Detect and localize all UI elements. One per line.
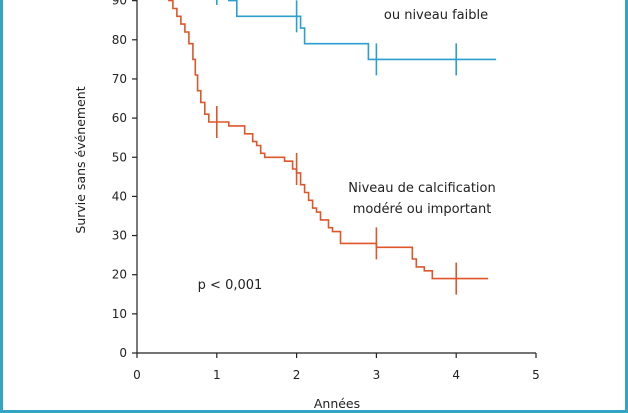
axes <box>136 0 536 354</box>
orange-series-label-line-1: Niveau de calcification <box>348 181 495 196</box>
x-tick-label-0: 0 <box>133 368 141 382</box>
y-tick-label-1: 10 <box>112 307 127 321</box>
y-tick-label-9: 90 <box>112 0 127 8</box>
y-tick-label-4: 40 <box>112 189 127 203</box>
y-axis-title: Survie sans événement <box>73 86 88 233</box>
x-tick-label-2: 2 <box>293 368 301 382</box>
orange-series-label-line-2: modéré ou important <box>353 202 492 217</box>
y-tick-label-6: 60 <box>112 111 127 125</box>
y-tick-label-2: 20 <box>112 268 127 282</box>
y-tick-label-5: 50 <box>112 150 127 164</box>
series-layer <box>168 0 497 295</box>
orange-series-line <box>168 0 489 280</box>
x-tick-label-4: 4 <box>452 368 460 382</box>
y-tick-label-0: 0 <box>119 346 127 360</box>
y-tick-label-3: 30 <box>112 229 127 243</box>
x-axis-title: Années <box>314 396 360 411</box>
blue-series-line <box>228 0 497 61</box>
x-tick-label-1: 1 <box>213 368 221 382</box>
x-tick-label-3: 3 <box>373 368 381 382</box>
y-tick-label-7: 70 <box>112 72 127 86</box>
p-value-annotation: p < 0,001 <box>198 278 263 293</box>
blue-series-label-line-1: ou niveau faible <box>384 8 488 23</box>
y-tick-label-8: 80 <box>112 33 127 47</box>
x-tick-label-5: 5 <box>532 368 540 382</box>
